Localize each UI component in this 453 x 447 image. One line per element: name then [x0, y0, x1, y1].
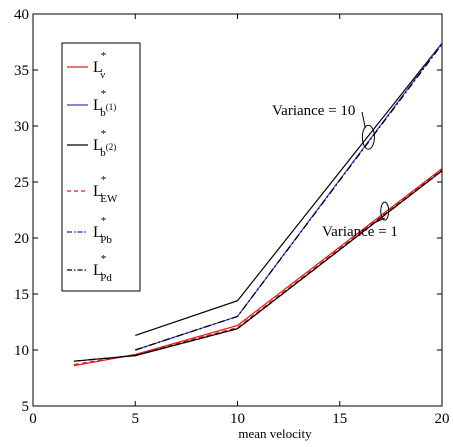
x-tick-label: 5: [132, 411, 140, 427]
series-line-0-1: [135, 42, 443, 351]
x-axis-title: mean velocity: [238, 426, 312, 441]
variance-10-ellipse: [361, 124, 375, 150]
series-line-0-0: [135, 42, 443, 336]
series-line-1-3: [73, 170, 443, 362]
y-tick-label: 10: [14, 343, 29, 359]
variance-1-leader: [375, 217, 385, 223]
variance-10-leader: [361, 111, 366, 129]
x-tick-label: 10: [230, 411, 245, 427]
legend-box: [61, 42, 141, 292]
legend-label-1: L* b(1): [93, 88, 116, 119]
series-layer: [73, 42, 443, 367]
variance-1-label: Variance = 1: [322, 224, 398, 240]
legend-label-2: L* b(2): [93, 128, 116, 159]
series-line-0-2: [135, 43, 443, 351]
x-tick-label: 20: [435, 411, 450, 427]
legend-label-3: L* EW: [93, 174, 118, 205]
y-tick-label: 40: [14, 7, 29, 23]
annotation-layer: Variance = 10 Variance = 1: [272, 103, 398, 240]
variance-10-label: Variance = 10: [272, 103, 355, 119]
y-tick-label: 20: [14, 231, 29, 247]
legend-label-4: L* Pb: [93, 215, 112, 246]
series-line-1-0: [73, 168, 443, 367]
series-line-1-1: [73, 169, 443, 366]
y-tick-label: 35: [14, 63, 29, 79]
legend-label-0: L* ν: [93, 50, 106, 81]
y-tick-label: 25: [14, 175, 29, 191]
x-tick-label: 15: [332, 411, 347, 427]
variance-1-ellipse: [380, 201, 390, 221]
series-line-0-3: [135, 43, 443, 351]
y-tick-label: 5: [22, 399, 30, 415]
legend: L* ν L* b(1) L* b(2) L* EW L* Pb L* Pd: [61, 42, 141, 292]
y-tick-label: 30: [14, 119, 29, 135]
x-tick-label: 0: [29, 411, 37, 427]
legend-label-5: L* Pd: [93, 253, 112, 284]
y-tick-label: 15: [14, 287, 29, 303]
